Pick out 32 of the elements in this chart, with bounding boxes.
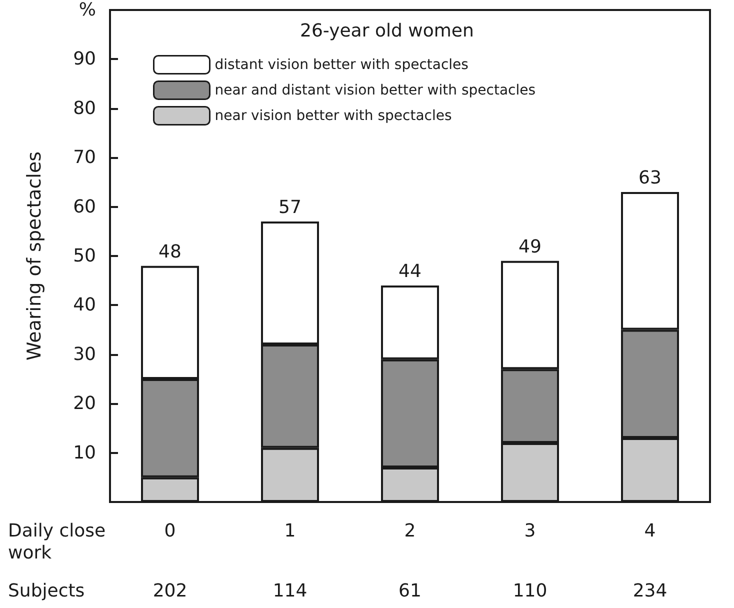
y-tick-label: 70 bbox=[73, 147, 96, 168]
x-axis-title: Daily close work bbox=[8, 520, 112, 564]
y-tick-label: 40 bbox=[73, 294, 96, 316]
total-label: 48 bbox=[158, 241, 182, 262]
total-label: 57 bbox=[278, 197, 302, 218]
total-label: 63 bbox=[638, 168, 662, 189]
text: 61 bbox=[398, 580, 422, 602]
legend-label: distant vision better with spectacles bbox=[214, 56, 468, 73]
text: 114 bbox=[272, 580, 308, 602]
text: 110 bbox=[512, 580, 548, 602]
y-tick-label: 30 bbox=[73, 344, 96, 365]
legend-label: near vision better with spectacles bbox=[214, 108, 452, 124]
x-tick-label: 1 bbox=[284, 520, 296, 542]
x-tick-label: 0 bbox=[164, 520, 176, 542]
y-tick-label: % bbox=[78, 0, 96, 20]
x-tick-label: 2 bbox=[404, 520, 416, 542]
y-tick-label: 90 bbox=[73, 48, 96, 70]
y-tick-label: 60 bbox=[73, 196, 96, 218]
y-axis-title: Wearing of spectacles bbox=[24, 151, 46, 361]
y-tick-label: 50 bbox=[73, 246, 96, 266]
x-tick-label: 3 bbox=[524, 520, 536, 542]
legend-label: near and distant vision better with spectacles bbox=[214, 82, 536, 98]
y-tick-label: 10 bbox=[73, 442, 96, 464]
y-tick-label: 80 bbox=[73, 98, 96, 119]
total-label: 49 bbox=[518, 236, 542, 258]
text: 234 bbox=[632, 580, 668, 602]
x-tick-label: 4 bbox=[644, 520, 656, 542]
legend-title: 26-year old women bbox=[300, 20, 474, 42]
text: 202 bbox=[152, 580, 188, 602]
text: Subjects bbox=[8, 580, 85, 602]
total-label: 44 bbox=[398, 261, 422, 282]
y-tick-label: 20 bbox=[73, 393, 96, 414]
